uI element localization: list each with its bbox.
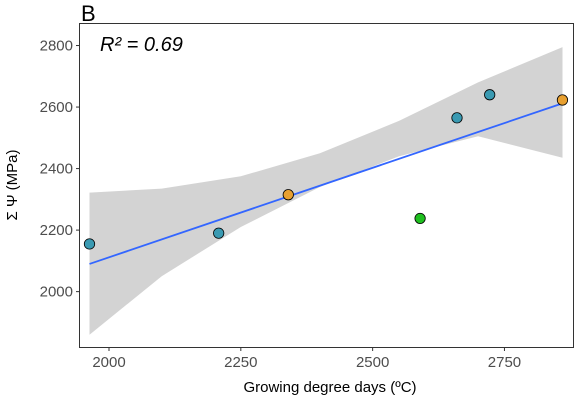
x-tick-label: 2500 bbox=[356, 354, 389, 371]
plot-panel-border bbox=[79, 23, 574, 348]
y-axis: 2000 2200 2400 2600 2800 bbox=[40, 38, 80, 301]
x-tick-label: 2250 bbox=[224, 354, 257, 371]
data-point bbox=[556, 94, 569, 106]
r-squared-annotation: R² = 0.69 bbox=[100, 34, 183, 56]
data-point bbox=[484, 89, 496, 101]
data-point bbox=[414, 212, 426, 225]
data-point bbox=[451, 112, 463, 124]
data-point bbox=[213, 227, 225, 239]
data-point bbox=[282, 189, 294, 201]
data-points bbox=[83, 89, 569, 250]
x-axis-title: Growing degree days (ºC) bbox=[243, 379, 416, 396]
regression-line bbox=[89, 102, 563, 265]
x-tick-label: 2750 bbox=[488, 354, 521, 371]
x-tick-label: 2000 bbox=[92, 354, 125, 371]
y-tick-label: 2600 bbox=[40, 99, 73, 116]
y-tick-label: 2400 bbox=[40, 161, 73, 178]
confidence-band bbox=[89, 47, 563, 335]
y-tick-label: 2800 bbox=[40, 38, 73, 55]
x-axis: 2000 2250 2500 2750 bbox=[92, 347, 521, 371]
panel-label: B bbox=[81, 1, 96, 26]
data-point bbox=[83, 238, 96, 250]
y-tick-label: 2000 bbox=[40, 284, 73, 301]
y-axis-title: Σ Ψ (MPa) bbox=[4, 150, 21, 221]
y-tick-label: 2200 bbox=[40, 222, 73, 239]
